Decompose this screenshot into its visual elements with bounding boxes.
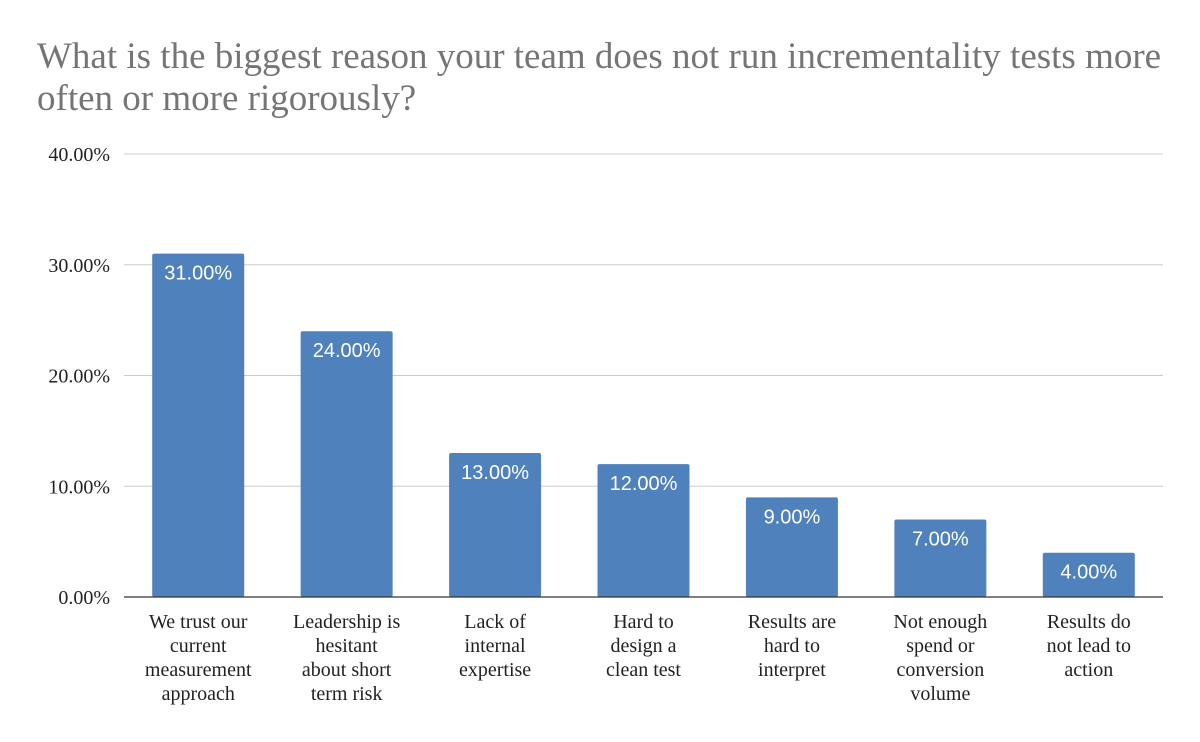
data-label: 4.00% bbox=[1060, 562, 1117, 584]
y-axis-ticks: 0.00% 10.00% 20.00% 30.00% 40.00% bbox=[48, 144, 110, 609]
data-label: 7.00% bbox=[912, 528, 969, 550]
x-tick-label: Not enough spend or conversion volume bbox=[893, 611, 987, 705]
data-label: 12.00% bbox=[610, 473, 678, 495]
x-tick-label-line: expertise bbox=[459, 659, 531, 681]
x-tick-label-line: about short bbox=[302, 659, 392, 681]
data-labels: 31.00% 24.00% 13.00% 12.00% 9.00% 7.00% 4.00% bbox=[164, 263, 1117, 584]
x-tick-label-line: internal bbox=[465, 635, 527, 657]
y-tick-label: 20.00% bbox=[48, 366, 110, 388]
x-tick-label-line: Hard to bbox=[613, 611, 674, 633]
data-label: 9.00% bbox=[764, 506, 821, 528]
x-tick-label-line: not lead to bbox=[1047, 635, 1131, 657]
y-tick-label: 10.00% bbox=[48, 476, 110, 498]
bar bbox=[597, 464, 690, 597]
x-tick-label-line: We trust our bbox=[149, 611, 248, 633]
x-tick-label-line: hesitant bbox=[316, 635, 379, 657]
x-tick-label-line: Results are bbox=[748, 611, 836, 633]
y-tick-label: 40.00% bbox=[48, 144, 110, 166]
gridlines bbox=[124, 153, 1163, 487]
bar bbox=[152, 253, 245, 598]
x-tick-label-line: design a bbox=[610, 635, 676, 657]
data-label: 13.00% bbox=[461, 462, 529, 484]
bar bbox=[745, 497, 838, 597]
x-tick-label-line: conversion bbox=[896, 659, 984, 681]
x-tick-label-line: approach bbox=[162, 683, 235, 705]
x-tick-label: Results do not lead to action bbox=[1047, 611, 1131, 681]
x-tick-label-line: Lack of bbox=[464, 611, 526, 633]
x-tick-label-line: volume bbox=[910, 683, 970, 705]
data-label: 24.00% bbox=[313, 340, 381, 362]
x-tick-label: Results are hard to interpret bbox=[748, 611, 836, 681]
bar bbox=[894, 519, 987, 597]
x-tick-label-line: action bbox=[1064, 659, 1113, 681]
x-tick-label-line: spend or bbox=[906, 635, 975, 657]
x-tick-label: Leadership is hesitant about short term ris… bbox=[293, 611, 400, 705]
x-tick-label: We trust our current measurement approach bbox=[145, 611, 252, 705]
x-tick-label: Lack of internal expertise bbox=[459, 611, 531, 681]
bars bbox=[152, 253, 1135, 598]
x-tick-label-line: measurement bbox=[145, 659, 252, 681]
data-label: 31.00% bbox=[164, 263, 232, 285]
bar bbox=[300, 331, 393, 597]
x-tick-label-line: Leadership is bbox=[293, 611, 400, 633]
x-tick-label-line: term risk bbox=[311, 683, 383, 705]
y-tick-label: 0.00% bbox=[58, 587, 110, 609]
x-tick-label-line: current bbox=[170, 635, 227, 657]
x-tick-label-line: hard to bbox=[764, 635, 820, 657]
y-tick-label: 30.00% bbox=[48, 255, 110, 277]
bar bbox=[1042, 552, 1135, 597]
bar bbox=[449, 453, 542, 597]
x-tick-label-line: Not enough bbox=[893, 611, 987, 633]
x-tick-label-line: clean test bbox=[606, 659, 681, 681]
x-tick-label: Hard to design a clean test bbox=[606, 611, 681, 681]
x-tick-label-line: Results do bbox=[1047, 611, 1131, 633]
x-axis-ticks: We trust our current measurement approach Le… bbox=[145, 611, 1131, 705]
x-tick-label-line: interpret bbox=[758, 659, 826, 681]
chart-title: What is the biggest reason your team doe… bbox=[37, 36, 1162, 119]
